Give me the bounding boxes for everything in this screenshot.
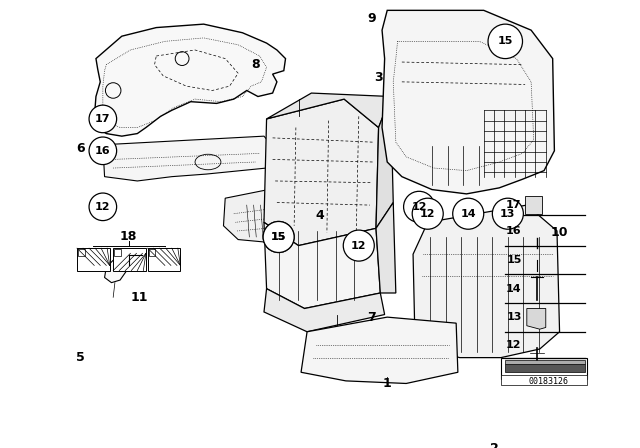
Text: 18: 18 [120,230,138,243]
Polygon shape [505,360,586,364]
Polygon shape [264,289,385,332]
Circle shape [529,332,545,348]
Polygon shape [527,309,546,329]
Text: 11: 11 [131,291,148,304]
Text: 15: 15 [271,232,286,242]
Circle shape [404,191,435,222]
Circle shape [492,198,524,229]
Text: 2: 2 [490,442,499,448]
Text: 17: 17 [506,200,522,210]
Polygon shape [104,258,126,283]
FancyBboxPatch shape [501,375,587,385]
Polygon shape [525,197,542,214]
Text: 1: 1 [383,377,392,390]
Polygon shape [376,96,393,228]
Text: 10: 10 [551,226,568,239]
Text: 12: 12 [412,202,427,212]
Circle shape [263,221,294,253]
Polygon shape [94,24,285,136]
Polygon shape [376,202,396,293]
Circle shape [533,284,541,293]
Polygon shape [264,99,379,246]
Text: 9: 9 [367,13,376,26]
Text: 15: 15 [497,36,513,46]
Text: 8: 8 [251,58,260,71]
Text: 00183126: 00183126 [529,377,568,386]
Text: 15: 15 [271,232,286,242]
Text: 16: 16 [95,146,111,156]
Polygon shape [505,364,586,372]
Polygon shape [413,205,559,358]
Text: 12: 12 [420,209,435,219]
Circle shape [531,224,544,238]
Text: 4: 4 [316,209,324,222]
Circle shape [89,193,116,220]
Text: 7: 7 [367,310,376,323]
Circle shape [412,198,444,229]
Circle shape [531,248,543,260]
Polygon shape [223,185,312,243]
Circle shape [488,24,522,59]
Text: 3: 3 [374,71,383,84]
FancyBboxPatch shape [77,248,109,271]
Text: 15: 15 [506,255,522,265]
Circle shape [263,221,294,253]
Text: 17: 17 [95,114,111,124]
Text: 12: 12 [95,202,111,212]
Text: 6: 6 [76,142,84,155]
Polygon shape [103,136,278,181]
Circle shape [89,137,116,164]
Text: 14: 14 [506,284,522,294]
Circle shape [452,198,484,229]
Polygon shape [382,10,554,194]
Text: 5: 5 [76,351,85,364]
Polygon shape [264,222,380,309]
Text: 13: 13 [506,312,522,322]
Circle shape [343,230,374,261]
FancyBboxPatch shape [148,248,180,271]
Circle shape [89,105,116,133]
Polygon shape [267,93,390,128]
FancyBboxPatch shape [113,248,146,271]
Text: 14: 14 [460,209,476,219]
Text: 13: 13 [500,209,516,219]
Text: 12: 12 [351,241,367,250]
Text: 16: 16 [506,226,522,236]
Polygon shape [301,317,458,383]
Text: 12: 12 [506,340,522,350]
